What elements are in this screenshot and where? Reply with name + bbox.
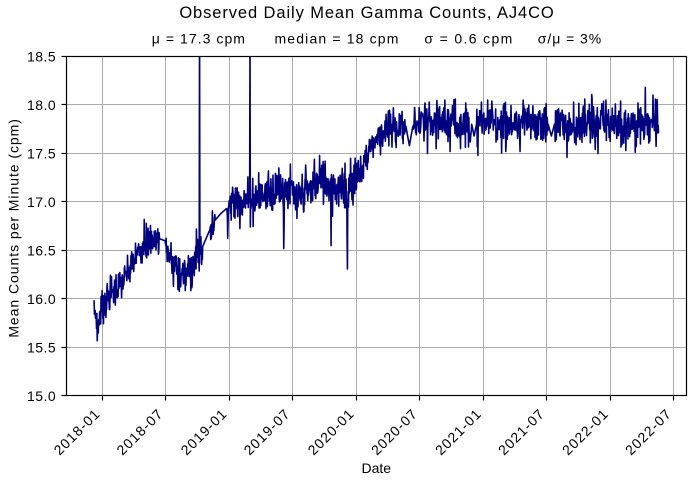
svg-text:2020-07: 2020-07 <box>368 405 421 458</box>
svg-text:2018-07: 2018-07 <box>113 405 166 458</box>
svg-text:Date: Date <box>362 460 392 476</box>
svg-text:σ = 0.6 cpm: σ = 0.6 cpm <box>424 30 513 46</box>
svg-text:2021-07: 2021-07 <box>495 405 548 458</box>
svg-text:16.0: 16.0 <box>27 291 56 307</box>
svg-text:Mean Counts per Minute (cpm): Mean Counts per Minute (cpm) <box>6 118 22 338</box>
svg-text:18.0: 18.0 <box>27 97 56 113</box>
svg-text:2019-01: 2019-01 <box>177 405 230 458</box>
svg-text:16.5: 16.5 <box>27 242 56 258</box>
svg-text:15.5: 15.5 <box>27 339 56 355</box>
svg-text:Observed Daily Mean Gamma Coun: Observed Daily Mean Gamma Counts, AJ4CO <box>179 4 554 22</box>
svg-text:2022-01: 2022-01 <box>559 405 612 458</box>
svg-text:2020-01: 2020-01 <box>304 405 357 458</box>
svg-text:2021-01: 2021-01 <box>432 405 485 458</box>
svg-text:18.5: 18.5 <box>27 48 56 64</box>
svg-text:σ/μ = 3%: σ/μ = 3% <box>538 30 602 46</box>
svg-text:17.5: 17.5 <box>27 145 56 161</box>
svg-text:2022-07: 2022-07 <box>622 405 675 458</box>
svg-text:2019-07: 2019-07 <box>240 405 293 458</box>
svg-text:15.0: 15.0 <box>27 388 56 404</box>
svg-text:μ = 17.3 cpm: μ = 17.3 cpm <box>152 30 246 46</box>
svg-text:median = 18 cpm: median = 18 cpm <box>275 30 400 46</box>
svg-text:17.0: 17.0 <box>27 194 56 210</box>
svg-text:2018-01: 2018-01 <box>50 405 103 458</box>
